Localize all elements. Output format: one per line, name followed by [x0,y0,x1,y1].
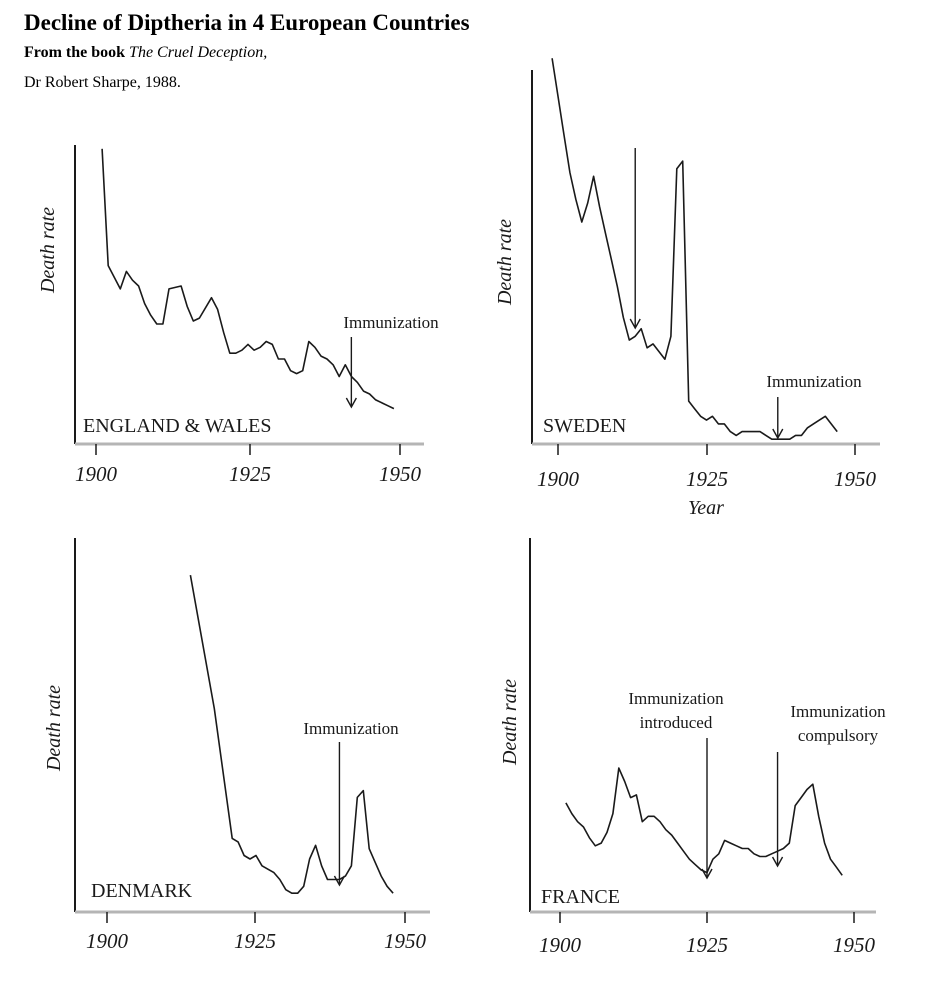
x-tick-label: 1925 [686,467,728,491]
x-tick-label: 1900 [537,467,580,491]
annotation-label: Immunization [766,372,862,391]
annotation-arrow-head [333,875,346,887]
annotation-arrow-head [772,428,784,440]
x-tick-label: 1900 [539,933,582,957]
series-line [551,58,838,441]
x-tick-label: 1900 [75,462,118,486]
y-axis-label: Death rate [37,207,59,294]
country-label: SWEDEN [543,415,626,437]
annotation-arrow-head [771,856,784,868]
y-axis-label: Death rate [499,679,521,766]
x-tick-label: 1900 [86,929,129,953]
x-tick-label: 1950 [834,467,877,491]
annotation-label: Immunization [303,719,399,738]
x-axis-label: Year [688,497,724,519]
x-tick-label: 1925 [229,462,271,486]
annotation-arrow-head [345,397,357,409]
source-prefix: From the book [24,44,130,61]
source-book: The Cruel Deception, [129,44,268,61]
country-label: DENMARK [91,880,193,902]
x-tick-label: 1925 [234,929,276,953]
annotation-arrow-head [629,318,641,330]
y-axis-label: Death rate [494,219,516,306]
y-axis-label: Death rate [43,685,65,772]
source-line: From the book The Cruel Deception, [24,44,267,62]
x-tick-label: 1950 [384,929,427,953]
series-line [565,767,843,876]
annotation-label: introduced [640,713,713,732]
x-tick-label: 1950 [379,462,422,486]
annotation-label: Immunization [790,702,886,721]
series-line [101,148,395,410]
annotation-label: Immunization [628,689,724,708]
country-label: ENGLAND & WALES [83,415,272,437]
source-author: Dr Robert Sharpe, 1988. [24,74,181,91]
annotation-label: compulsory [798,726,879,745]
series-line [189,574,394,895]
annotation-arrow-head [701,868,713,880]
page-title: Decline of Diptheria in 4 European Count… [24,10,470,35]
annotation-label: Immunization [343,313,439,332]
country-label: FRANCE [541,886,620,908]
x-tick-label: 1925 [686,933,728,957]
x-tick-label: 1950 [833,933,876,957]
